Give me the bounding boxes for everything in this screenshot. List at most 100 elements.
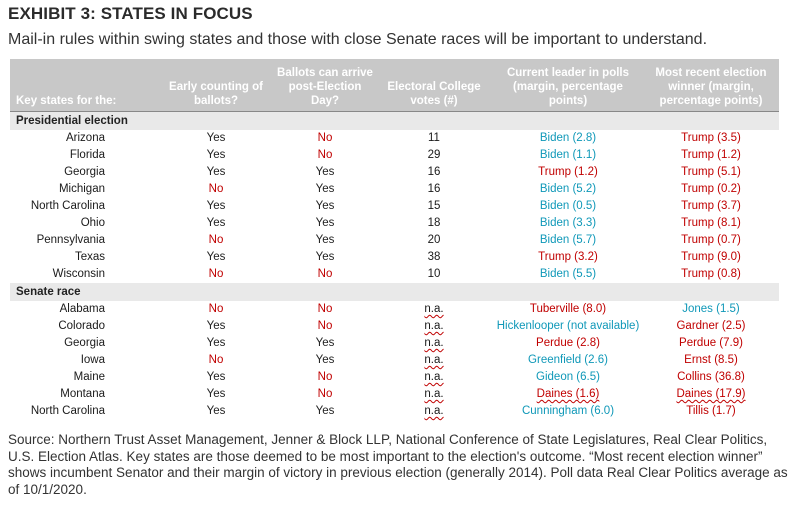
electoral-votes-text: 38 <box>427 251 441 263</box>
poll-leader-text: Gideon (6.5) <box>536 371 600 383</box>
table-row: Florida Yes No 29 Biden (1.1) Trump (1.2) <box>10 147 779 164</box>
early-counting-text: No <box>208 303 224 315</box>
post-election-text: Yes <box>315 251 335 263</box>
state-cell: Georgia <box>10 164 157 181</box>
table-row: Pennsylvania No Yes 20 Biden (5.7) Trump (0.7… <box>10 232 779 249</box>
electoral-votes-cell: n.a. <box>375 403 493 420</box>
post-election-text: Yes <box>315 217 335 229</box>
recent-winner-text: Collins (36.8) <box>677 371 745 383</box>
post-election-text: Yes <box>315 166 335 178</box>
recent-winner-cell: Tillis (1.7) <box>643 403 779 420</box>
early-counting-text: Yes <box>206 320 226 332</box>
section-header-row: Senate race <box>10 283 779 301</box>
early-counting-cell: Yes <box>157 198 275 215</box>
poll-leader-cell: Daines (1.6) <box>493 386 643 403</box>
table-row: Georgia Yes Yes 16 Trump (1.2) Trump (5.1) <box>10 164 779 181</box>
electoral-votes-text: n.a. <box>424 320 444 332</box>
poll-leader-text: Trump (1.2) <box>538 166 598 178</box>
early-counting-cell: Yes <box>157 403 275 420</box>
poll-leader-text: Biden (1.1) <box>539 149 597 161</box>
post-election-text: Yes <box>315 183 335 195</box>
early-counting-cell: No <box>157 266 275 283</box>
state-text: Colorado <box>58 320 105 332</box>
electoral-votes-text: 11 <box>428 132 440 144</box>
poll-leader-text: Biden (3.3) <box>539 217 597 229</box>
early-counting-cell: No <box>157 301 275 318</box>
early-counting-text: No <box>208 183 224 195</box>
poll-leader-cell: Biden (5.7) <box>493 232 643 249</box>
poll-leader-cell: Perdue (2.8) <box>493 335 643 352</box>
electoral-votes-cell: 29 <box>375 147 493 164</box>
electoral-votes-cell: 18 <box>375 215 493 232</box>
state-text: Texas <box>74 251 105 263</box>
poll-leader-cell: Biden (5.2) <box>493 181 643 198</box>
post-election-cell: No <box>275 301 375 318</box>
electoral-votes-cell: n.a. <box>375 301 493 318</box>
poll-leader-cell: Trump (3.2) <box>493 249 643 266</box>
recent-winner-text: Ernst (8.5) <box>684 354 738 366</box>
state-cell: Iowa <box>10 352 157 369</box>
electoral-votes-text: 16 <box>427 166 441 178</box>
state-text: Ohio <box>80 217 105 229</box>
section-label: Presidential election <box>10 111 779 130</box>
recent-winner-cell: Collins (36.8) <box>643 369 779 386</box>
poll-leader-text: Biden (0.5) <box>539 200 597 212</box>
early-counting-cell: Yes <box>157 318 275 335</box>
post-election-cell: Yes <box>275 215 375 232</box>
post-election-text: No <box>317 388 333 400</box>
post-election-cell: Yes <box>275 198 375 215</box>
table-row: Ohio Yes Yes 18 Biden (3.3) Trump (8.1) <box>10 215 779 232</box>
electoral-votes-text: n.a. <box>424 371 444 383</box>
early-counting-text: Yes <box>206 132 226 144</box>
poll-leader-cell: Hickenlooper (not available) <box>493 318 643 335</box>
electoral-votes-text: n.a. <box>424 354 444 366</box>
table-header-row: Key states for the: Early counting of ba… <box>10 59 779 112</box>
table-body: Presidential election Arizona Yes No 11 Biden… <box>10 111 779 421</box>
poll-leader-text: Cunningham (6.0) <box>521 405 615 417</box>
table-row: North Carolina Yes Yes 15 Biden (0.5) Trump (… <box>10 198 779 215</box>
electoral-votes-cell: 20 <box>375 232 493 249</box>
recent-winner-text: Daines (17.9) <box>676 388 746 400</box>
recent-winner-cell: Trump (0.2) <box>643 181 779 198</box>
early-counting-text: Yes <box>206 251 226 263</box>
post-election-text: No <box>317 132 333 144</box>
electoral-votes-cell: n.a. <box>375 352 493 369</box>
recent-winner-text: Tillis (1.7) <box>686 405 736 417</box>
recent-winner-cell: Perdue (7.9) <box>643 335 779 352</box>
early-counting-cell: No <box>157 232 275 249</box>
header-early-counting: Early counting of ballots? <box>157 59 275 112</box>
recent-winner-cell: Trump (8.1) <box>643 215 779 232</box>
recent-winner-cell: Trump (5.1) <box>643 164 779 181</box>
electoral-votes-cell: 15 <box>375 198 493 215</box>
early-counting-cell: Yes <box>157 215 275 232</box>
state-cell: North Carolina <box>10 403 157 420</box>
post-election-text: No <box>317 268 333 280</box>
early-counting-text: Yes <box>206 166 226 178</box>
poll-leader-text: Tuberville (8.0) <box>529 303 607 315</box>
recent-winner-cell: Trump (3.5) <box>643 130 779 147</box>
states-table-wrapper: Key states for the: Early counting of ba… <box>10 59 779 420</box>
electoral-votes-text: n.a. <box>424 405 444 417</box>
table-row: Maine Yes No n.a. Gideon (6.5) Collins (36.8) <box>10 369 779 386</box>
recent-winner-cell: Gardner (2.5) <box>643 318 779 335</box>
state-cell: Alabama <box>10 301 157 318</box>
post-election-cell: No <box>275 130 375 147</box>
state-text: North Carolina <box>30 405 105 417</box>
poll-leader-text: Perdue (2.8) <box>536 337 600 349</box>
table-row: Arizona Yes No 11 Biden (2.8) Trump (3.5) <box>10 130 779 147</box>
state-cell: Michigan <box>10 181 157 198</box>
electoral-votes-text: n.a. <box>424 388 444 400</box>
poll-leader-text: Greenfield (2.6) <box>528 354 608 366</box>
poll-leader-cell: Biden (0.5) <box>493 198 643 215</box>
table-row: Iowa No Yes n.a. Greenfield (2.6) Ernst (8.5) <box>10 352 779 369</box>
state-text: Georgia <box>64 337 105 349</box>
state-text: North Carolina <box>30 200 105 212</box>
early-counting-text: Yes <box>206 371 226 383</box>
poll-leader-cell: Gideon (6.5) <box>493 369 643 386</box>
poll-leader-cell: Biden (2.8) <box>493 130 643 147</box>
state-cell: Colorado <box>10 318 157 335</box>
state-text: Florida <box>69 149 105 161</box>
electoral-votes-text: 29 <box>427 149 441 161</box>
electoral-votes-text: 15 <box>427 200 441 212</box>
